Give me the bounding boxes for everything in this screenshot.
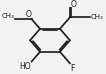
Text: F: F: [71, 64, 75, 73]
Text: CH₃: CH₃: [1, 13, 14, 19]
Text: O: O: [25, 10, 31, 19]
Text: CH₃: CH₃: [91, 14, 103, 20]
Text: O: O: [71, 0, 77, 9]
Text: HO: HO: [19, 62, 31, 71]
